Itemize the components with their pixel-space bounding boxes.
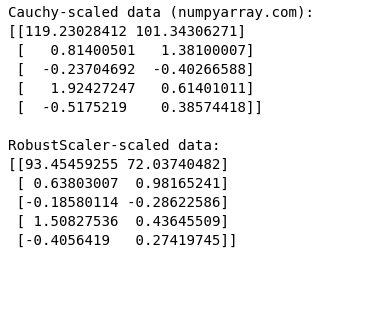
Text: Cauchy-scaled data (numpyarray.com):
[[119.23028412 101.34306271]
 [   0.8140050: Cauchy-scaled data (numpyarray.com): [[1… (8, 6, 314, 248)
